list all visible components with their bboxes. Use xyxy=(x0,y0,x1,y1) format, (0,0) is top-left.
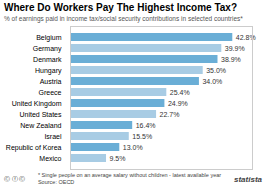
svg-text:22.7%: 22.7% xyxy=(160,111,180,118)
svg-text:Denmark: Denmark xyxy=(33,56,62,63)
html-text:statista: statista xyxy=(234,174,262,184)
svg-text:24.9%: 24.9% xyxy=(168,100,188,107)
html-text:* Single people on an average: * Single people on an average salary wit… xyxy=(38,172,222,178)
html-text:% of earnings paid in income t: % of earnings paid in income tax/social … xyxy=(4,15,243,22)
html-text:Source: OECD: Source: OECD xyxy=(38,179,75,185)
svg-text:New Zealand: New Zealand xyxy=(20,122,61,129)
svg-text:Austria: Austria xyxy=(40,78,62,85)
svg-text:16.4%: 16.4% xyxy=(136,122,156,129)
svg-text:38.9%: 38.9% xyxy=(221,56,241,63)
svg-text:25.4%: 25.4% xyxy=(170,89,190,96)
svg-text:Mexico: Mexico xyxy=(39,155,61,162)
svg-text:Republic of Korea: Republic of Korea xyxy=(6,144,62,152)
svg-text:15.5%: 15.5% xyxy=(132,133,152,140)
svg-text:Israel: Israel xyxy=(44,133,62,140)
svg-text:Greece: Greece xyxy=(39,89,62,96)
svg-text:Germany: Germany xyxy=(33,45,62,53)
svg-text:Belgium: Belgium xyxy=(36,34,61,42)
svg-text:United States: United States xyxy=(19,111,62,118)
svg-text:United Kingdom: United Kingdom xyxy=(12,100,62,108)
svg-text:34.0%: 34.0% xyxy=(202,78,222,85)
svg-text:9.5%: 9.5% xyxy=(110,155,126,162)
svg-text:39.9%: 39.9% xyxy=(225,45,245,52)
svg-text:42.8%: 42.8% xyxy=(235,33,256,41)
svg-text:Hungary: Hungary xyxy=(35,67,62,75)
html-text:Where Do Workers Pay The Highe: Where Do Workers Pay The Highest Income … xyxy=(4,2,237,13)
svg-text:35.0%: 35.0% xyxy=(206,67,226,74)
svg-text:13.0%: 13.0% xyxy=(123,144,143,151)
